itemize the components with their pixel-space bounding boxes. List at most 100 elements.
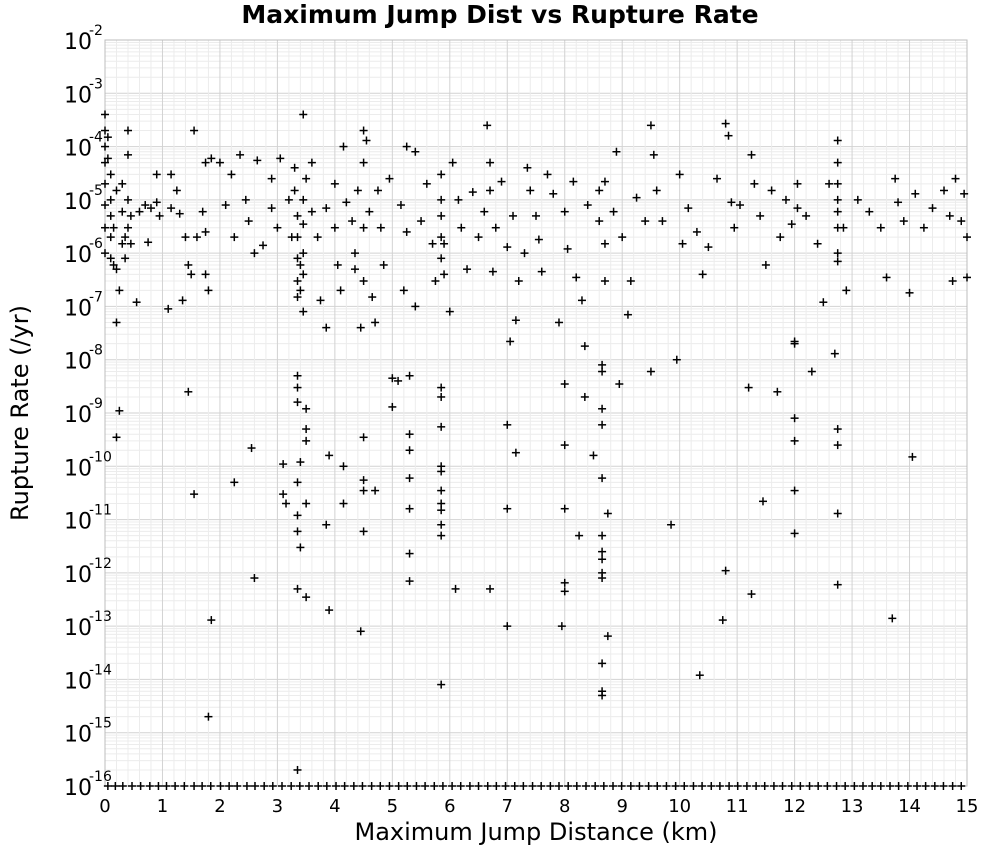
y-tick-label: 10 bbox=[64, 616, 92, 641]
data-point bbox=[227, 170, 236, 179]
x-tick-label: 11 bbox=[726, 796, 749, 817]
y-tick-label: 10 bbox=[64, 30, 92, 55]
data-point bbox=[359, 277, 368, 286]
data-point bbox=[948, 277, 957, 286]
data-point bbox=[833, 509, 842, 518]
data-point bbox=[564, 782, 573, 790]
x-tick-label: 14 bbox=[898, 796, 921, 817]
data-point bbox=[600, 177, 609, 186]
data-point bbox=[101, 158, 109, 167]
data-point bbox=[293, 527, 302, 536]
data-point bbox=[618, 233, 627, 242]
data-point bbox=[421, 782, 430, 790]
data-point bbox=[858, 782, 867, 790]
data-point bbox=[632, 193, 641, 202]
data-point bbox=[411, 147, 420, 156]
y-tick-exponent: -11 bbox=[89, 503, 112, 519]
data-point bbox=[939, 782, 948, 790]
y-tick-label: 10 bbox=[64, 456, 92, 481]
data-point bbox=[293, 765, 302, 774]
data-point bbox=[760, 782, 769, 790]
data-point bbox=[175, 209, 184, 218]
data-point bbox=[790, 486, 799, 495]
data-point bbox=[756, 211, 765, 220]
y-tick-exponent: -8 bbox=[89, 343, 103, 359]
data-point bbox=[204, 712, 213, 721]
data-point bbox=[814, 782, 823, 790]
data-point bbox=[457, 223, 466, 232]
data-point bbox=[322, 782, 331, 790]
data-point bbox=[948, 782, 957, 790]
x-tick-label: 8 bbox=[559, 796, 570, 817]
x-tick-label: 12 bbox=[783, 796, 806, 817]
data-point bbox=[299, 249, 308, 258]
data-point bbox=[267, 204, 276, 213]
y-tick-label: 10 bbox=[64, 296, 92, 321]
data-point bbox=[563, 244, 572, 253]
data-point bbox=[115, 406, 124, 415]
data-point bbox=[145, 782, 154, 790]
data-point bbox=[152, 170, 161, 179]
data-point bbox=[350, 265, 359, 274]
data-point bbox=[437, 520, 446, 529]
data-point bbox=[198, 207, 207, 216]
data-point bbox=[549, 189, 558, 198]
data-point bbox=[560, 587, 569, 596]
data-point bbox=[790, 414, 799, 423]
data-point bbox=[112, 433, 121, 442]
y-tick-exponent: -9 bbox=[89, 396, 103, 412]
data-point bbox=[807, 367, 816, 376]
data-point bbox=[132, 298, 141, 307]
data-point bbox=[678, 239, 687, 248]
data-point bbox=[155, 211, 164, 220]
data-point bbox=[704, 243, 713, 252]
data-point bbox=[715, 782, 724, 790]
y-tick-label: 10 bbox=[64, 243, 92, 268]
data-point bbox=[921, 782, 930, 790]
data-point bbox=[599, 782, 608, 790]
data-point bbox=[671, 782, 680, 790]
data-point bbox=[510, 782, 519, 790]
data-point bbox=[365, 207, 374, 216]
data-point bbox=[841, 782, 850, 790]
data-point bbox=[793, 204, 802, 213]
data-point bbox=[167, 204, 176, 213]
data-point bbox=[865, 207, 874, 216]
data-point bbox=[718, 616, 727, 625]
data-point bbox=[368, 293, 377, 302]
data-point bbox=[437, 467, 446, 476]
data-point bbox=[322, 520, 331, 529]
data-point bbox=[560, 207, 569, 216]
data-point bbox=[221, 201, 230, 210]
data-point bbox=[250, 782, 259, 790]
data-point bbox=[115, 286, 124, 295]
data-point bbox=[940, 186, 949, 195]
data-point bbox=[781, 195, 790, 204]
data-point bbox=[171, 782, 180, 790]
data-point bbox=[121, 254, 130, 263]
data-point bbox=[842, 286, 851, 295]
data-point bbox=[356, 323, 365, 332]
y-tick-exponent: -13 bbox=[89, 609, 112, 625]
data-point bbox=[509, 211, 518, 220]
y-tick-exponent: -4 bbox=[89, 130, 103, 146]
data-point bbox=[112, 265, 121, 274]
data-point bbox=[362, 136, 371, 145]
data-point bbox=[520, 249, 529, 258]
data-point bbox=[293, 511, 302, 520]
data-point bbox=[744, 383, 753, 392]
data-point bbox=[805, 782, 814, 790]
x-tick-label: 10 bbox=[668, 796, 691, 817]
data-point bbox=[528, 782, 537, 790]
data-point bbox=[330, 223, 339, 232]
data-point bbox=[560, 578, 569, 587]
data-point bbox=[302, 425, 311, 434]
data-point bbox=[680, 782, 689, 790]
data-point bbox=[437, 486, 446, 495]
data-point bbox=[101, 179, 109, 188]
data-point bbox=[796, 782, 805, 790]
data-point bbox=[747, 590, 756, 599]
data-point bbox=[276, 154, 285, 163]
data-point bbox=[215, 158, 224, 167]
